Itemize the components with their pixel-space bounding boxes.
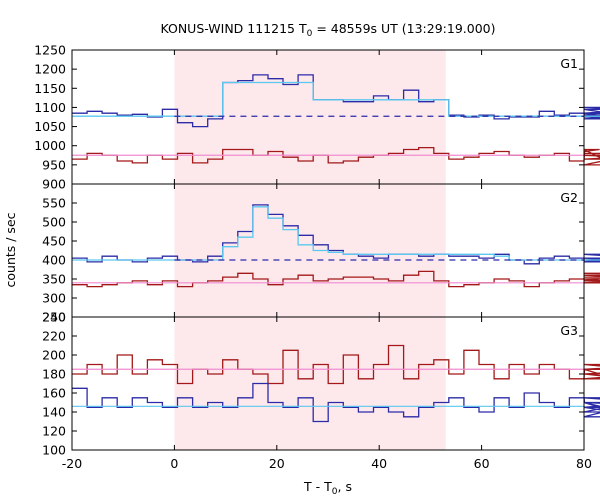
y-tick-label: 1250	[34, 43, 66, 58]
series-cyan-histogram	[72, 81, 600, 117]
y-tick-label: 1050	[34, 119, 66, 134]
panel-label-g3: G3	[560, 323, 578, 338]
y-tick-label: 500	[42, 215, 66, 230]
chart-title-sub: 0	[307, 29, 313, 39]
y-tick-label: 900	[42, 177, 66, 192]
x-tick-label: -20	[62, 456, 82, 471]
panel-g1: 900 950 1000 1050 1100 1150 1200 1250 G1	[34, 43, 600, 192]
series-red-histogram	[72, 146, 600, 166]
y-tick-label: 120	[42, 424, 66, 439]
y-tick-label: 1000	[34, 138, 66, 153]
panel-g3: 100 120 140 160 180 200 220 240 G3	[42, 310, 600, 458]
y-tick-label: 1150	[34, 81, 66, 96]
plot-layer: 900950100010501100115012001250G125030035…	[34, 43, 600, 471]
panel-label-g2: G2	[560, 190, 578, 205]
x-axis-label-main: T - T	[303, 479, 332, 494]
y-tick-label: 550	[42, 196, 66, 211]
y-tick-label: 1200	[34, 62, 66, 77]
y-tick-label: 350	[42, 272, 66, 287]
chart-title-main: KONUS-WIND 111215 T	[160, 21, 306, 36]
x-tick-label: 0	[170, 456, 178, 471]
series-cyan-histogram	[72, 206, 600, 261]
y-tick-label: 400	[42, 253, 66, 268]
y-tick-label: 220	[42, 329, 66, 344]
x-tick-label: 20	[269, 456, 285, 471]
panel-g2: 250 300 350 400 450 500 550 G2	[42, 184, 600, 325]
source-interval-shade	[174, 50, 446, 450]
y-tick-label: 250	[42, 310, 66, 325]
series-red-histogram	[72, 270, 600, 288]
y-tick-label: 100	[42, 443, 66, 458]
plot-frame	[71, 49, 585, 451]
chart-title-rest: = 48559s UT (13:29:19.000)	[312, 21, 495, 36]
chart-title: KONUS-WIND 111215 T0 = 48559s UT (13:29:…	[160, 21, 495, 39]
x-tick-label: 80	[576, 456, 592, 471]
x-tick-label: 60	[474, 456, 490, 471]
x-tick-label: 40	[371, 456, 387, 471]
y-tick-label: 240	[42, 310, 66, 325]
y-tick-label: 200	[42, 348, 66, 363]
x-axis-label: T - T0, s	[303, 479, 352, 497]
y-tick-label: 180	[42, 367, 66, 382]
series-red-histogram	[72, 344, 600, 385]
y-tick-label: 950	[42, 157, 66, 172]
panel-label-g1: G1	[560, 56, 578, 71]
x-axis-label-sub: 0	[332, 487, 338, 497]
y-tick-label: 1100	[34, 100, 66, 115]
y-axis-label: counts / sec	[3, 212, 18, 287]
y-tick-label: 450	[42, 234, 66, 249]
series-blue-histogram	[72, 382, 600, 423]
y-tick-label: 160	[42, 386, 66, 401]
y-tick-label: 300	[42, 291, 66, 306]
y-tick-label: 140	[42, 405, 66, 420]
x-axis-label-rest: , s	[338, 479, 352, 494]
